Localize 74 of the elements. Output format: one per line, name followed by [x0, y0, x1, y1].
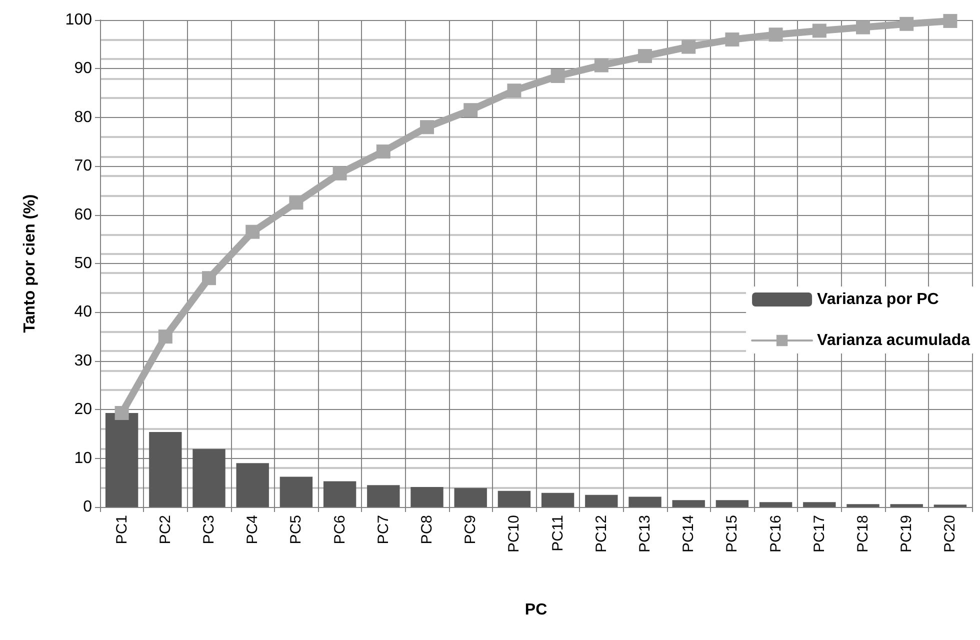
x-tick-label: PC11 — [549, 515, 566, 552]
point — [943, 14, 958, 28]
x-tick-label: PC3 — [200, 515, 218, 544]
y-tick-label: 40 — [74, 304, 92, 321]
point — [768, 28, 783, 42]
bar — [803, 502, 836, 507]
bar — [410, 487, 444, 507]
point — [420, 120, 434, 134]
y-tick-label: 30 — [74, 352, 92, 370]
bar — [236, 463, 269, 507]
y-tick-label: 0 — [83, 498, 92, 516]
bar — [890, 504, 923, 507]
y-tick-label: 100 — [65, 12, 92, 28]
x-tick-label: PC10 — [506, 515, 523, 553]
y-axis-title: Tanto por cien (%) — [22, 194, 38, 333]
x-tick-label: PC12 — [592, 515, 610, 553]
bar — [498, 490, 531, 507]
point — [638, 49, 652, 64]
point — [812, 24, 826, 38]
x-tick-label: PC17 — [810, 515, 828, 553]
bar — [149, 432, 182, 507]
point — [289, 196, 304, 210]
point — [464, 103, 478, 118]
y-tick-label: 60 — [74, 206, 92, 224]
bar — [105, 413, 138, 507]
point — [900, 16, 914, 31]
bar — [628, 496, 662, 507]
x-tick-label: PC4 — [244, 515, 262, 544]
x-tick-label: PC19 — [898, 515, 916, 553]
x-tick-label: PC18 — [854, 515, 872, 553]
point — [725, 32, 740, 46]
x-tick-label: PC14 — [680, 515, 698, 553]
bar — [367, 485, 400, 507]
y-tick-label: 70 — [74, 158, 92, 175]
bar — [846, 504, 880, 507]
legend-label: Varianza acumulada — [817, 332, 970, 349]
x-tick-label: PC15 — [724, 515, 741, 553]
x-tick-label: PC8 — [418, 515, 436, 544]
x-tick-label: PC7 — [374, 515, 392, 544]
bar — [280, 476, 313, 507]
bar — [672, 500, 705, 507]
point — [202, 271, 216, 286]
bar — [759, 502, 792, 507]
bar — [541, 492, 574, 507]
point — [550, 69, 565, 84]
y-tick-label: 90 — [74, 60, 92, 78]
bar — [192, 449, 226, 507]
point — [507, 84, 522, 98]
bar — [716, 500, 749, 507]
point — [594, 58, 608, 72]
x-tick-label: PC1 — [113, 515, 130, 544]
point — [376, 144, 390, 158]
x-axis-title: PC — [524, 602, 548, 618]
x-tick-label: PC9 — [462, 515, 480, 544]
point — [246, 224, 260, 239]
point — [856, 20, 870, 34]
x-tick-label: PC2 — [156, 515, 174, 544]
point — [114, 406, 129, 420]
x-tick-label: PC6 — [331, 515, 348, 544]
x-tick-label: PC16 — [767, 515, 784, 553]
bar — [585, 494, 618, 507]
x-tick-label: PC13 — [636, 515, 654, 553]
bar — [323, 481, 356, 507]
point — [158, 330, 172, 344]
y-tick-label: 20 — [74, 401, 92, 418]
point — [332, 166, 347, 180]
x-tick-label: PC20 — [942, 515, 959, 553]
y-tick-label: 50 — [74, 255, 92, 272]
point — [682, 40, 696, 54]
bar — [454, 488, 487, 507]
y-tick-label: 10 — [74, 450, 92, 467]
x-tick-label: PC5 — [288, 515, 305, 544]
y-tick-label: 80 — [74, 108, 92, 126]
legend-label: Varianza por PC — [817, 291, 940, 308]
